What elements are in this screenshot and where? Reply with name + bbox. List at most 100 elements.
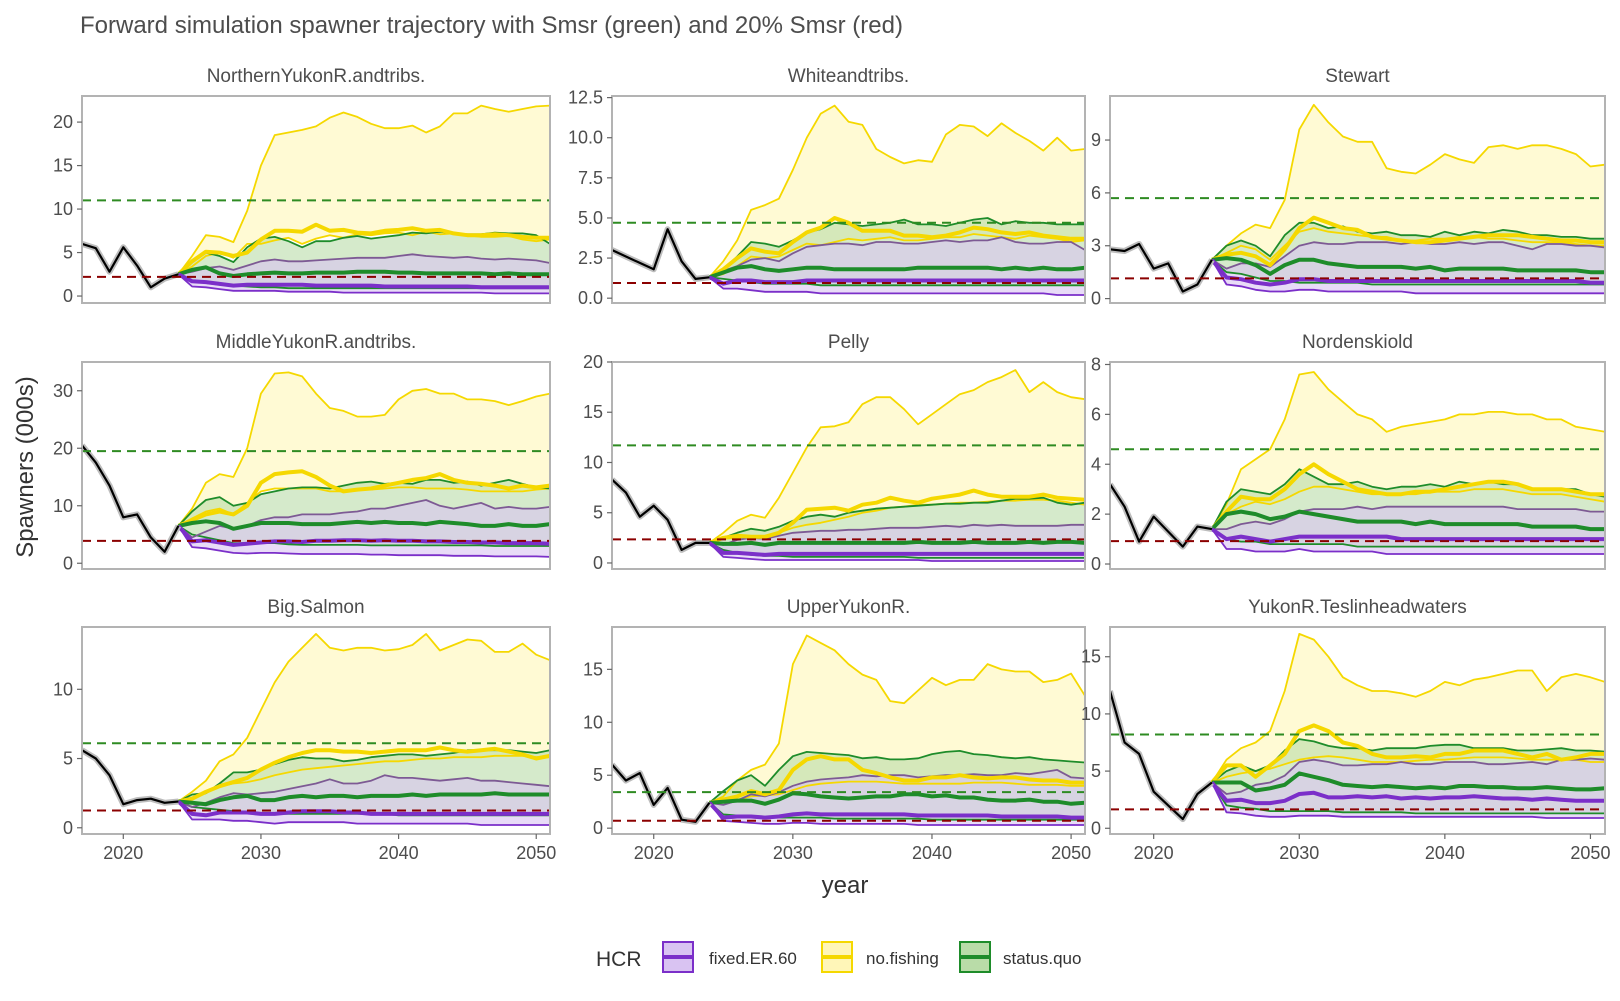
x-tick-label: 2050	[516, 843, 556, 863]
panel-whiteandtribs: Whiteandtribs. 0.0 2.5 5.0 7.5 10.0 12.5	[568, 66, 1086, 308]
x-tick-label: 2020	[1134, 843, 1174, 863]
y-tick-label: 0	[63, 553, 73, 573]
x-axis-title: year	[822, 872, 869, 899]
y-tick-label: 20	[583, 352, 603, 372]
panel-plot-area	[1110, 371, 1605, 555]
legend-title: HCR	[596, 948, 642, 971]
bound-line-status-quo-upper	[1211, 221, 1605, 261]
median-line-status-quo	[709, 791, 1085, 806]
bound-line-no-fishing-upper	[177, 371, 550, 527]
median-line-status-quo	[177, 519, 550, 531]
bound-line-no-fishing-upper	[1211, 633, 1605, 783]
panel-plot-area	[1110, 103, 1605, 295]
median-line-fixed-er-60	[707, 801, 1085, 820]
y-tick-label: 10.0	[568, 128, 603, 148]
historical-ribbon	[1110, 482, 1213, 550]
historical-ribbon	[82, 443, 182, 555]
chart-title: Forward simulation spawner trajectory wi…	[80, 12, 903, 39]
y-tick-label: 10	[1081, 704, 1101, 724]
ribbon-no-fishing	[709, 370, 1085, 543]
legend-label: fixed.ER.60	[709, 949, 797, 968]
median-line-no-fishing	[1210, 462, 1605, 531]
y-tick-label: 6	[1091, 183, 1101, 203]
historical-line	[612, 478, 710, 552]
y-tick-label: 0.0	[578, 288, 603, 308]
y-tick-label: 10	[53, 199, 73, 219]
panel-plot-area	[1110, 633, 1605, 823]
y-tick-label: 0	[1091, 289, 1101, 309]
historical-line	[82, 242, 179, 289]
bound-line-fixed-er-60-lower	[1211, 259, 1605, 295]
bound-line-fixed-er-60-upper	[178, 774, 550, 808]
bound-line-fixed-er-60-lower	[177, 800, 550, 826]
median-line-status-quo	[178, 791, 550, 807]
panel-plot-area	[612, 369, 1085, 562]
median-line-no-fishing	[708, 488, 1085, 545]
y-tick-label: 20	[53, 438, 73, 458]
bound-line-status-quo-lower	[1211, 782, 1605, 815]
y-tick-label: 6	[1091, 404, 1101, 424]
median-line-status-quo	[708, 264, 1085, 280]
x-tick-label: 2040	[379, 843, 419, 863]
historical-line	[82, 444, 180, 553]
historical-line	[82, 749, 179, 806]
median-line-status-quo	[709, 539, 1085, 547]
bound-line-fixed-er-60-lower	[177, 525, 550, 558]
x-tick-label: 2030	[773, 843, 813, 863]
legend-item-status-quo: status.quo	[959, 941, 1081, 973]
y-tick-label: 15	[53, 156, 73, 176]
bound-line-no-fishing-lower	[709, 233, 1085, 279]
y-tick-label: 7.5	[578, 168, 603, 188]
y-tick-label: 5	[63, 749, 73, 769]
y-tick-label: 15	[1081, 647, 1101, 667]
panel-strip-label: Big.Salmon	[267, 597, 364, 618]
bound-line-no-fishing-upper	[177, 633, 550, 803]
panel-border	[611, 361, 1086, 570]
median-line-no-fishing	[1210, 723, 1605, 784]
bound-line-no-fishing-upper	[1211, 371, 1605, 530]
median-line-no-fishing	[1211, 215, 1605, 268]
x-tick-label: 2030	[1279, 843, 1319, 863]
bound-line-fixed-er-60-upper	[178, 253, 550, 276]
y-tick-label: 15	[583, 402, 603, 422]
legend-item-fixed-er-60: fixed.ER.60	[662, 941, 797, 973]
historical-ribbon	[612, 762, 712, 825]
y-tick-label: 10	[583, 712, 603, 732]
x-tick-label: 2040	[1425, 843, 1465, 863]
bound-line-no-fishing-upper	[177, 104, 550, 275]
y-tick-label: 5	[63, 243, 73, 263]
panel-strip-label: Pelly	[828, 332, 870, 353]
historical-line	[1110, 483, 1213, 548]
bound-line-no-fishing-upper	[708, 369, 1085, 544]
panel-strip-label: Stewart	[1325, 66, 1390, 87]
bound-line-no-fishing-upper	[708, 104, 1085, 278]
panel-strip-label: Whiteandtribs.	[788, 66, 909, 87]
bound-line-fixed-er-60-upper	[1211, 757, 1605, 795]
legend-label: no.fishing	[866, 949, 939, 968]
panel-border	[81, 95, 551, 304]
y-tick-label: 5	[593, 765, 603, 785]
y-tick-label: 8	[1091, 354, 1101, 374]
bound-line-status-quo-upper	[708, 750, 1085, 804]
panel-border	[81, 626, 551, 835]
y-tick-label: 0	[593, 818, 603, 838]
panel-middleyukonr-andtribs: MiddleYukonR.andtribs. 0 10 20 30	[53, 332, 551, 573]
y-tick-label: 2	[1091, 504, 1101, 524]
y-tick-label: 0	[1091, 554, 1101, 574]
bound-line-status-quo-lower	[1211, 259, 1605, 286]
y-tick-label: 4	[1091, 454, 1101, 474]
bound-line-no-fishing-upper	[709, 634, 1085, 804]
legend-item-no-fishing: no.fishing	[821, 941, 939, 973]
x-tick-label: 2030	[241, 843, 281, 863]
ribbon-fixed-er-60	[709, 769, 1085, 825]
panel-yukonr-teslinheadwaters: YukonR.Teslinheadwaters 0 5 10 15 2020 2030 204…	[1081, 597, 1610, 863]
historical-ribbon	[612, 226, 710, 282]
x-tick-label: 2020	[634, 843, 674, 863]
y-tick-label: 5.0	[578, 208, 603, 228]
historical-line	[1110, 690, 1213, 821]
legend-label: status.quo	[1003, 949, 1081, 968]
panel-border	[81, 361, 551, 570]
legend: HCR fixed.ER.60 no.fishing status.quo	[596, 941, 1081, 973]
median-line-no-fishing	[177, 469, 550, 528]
